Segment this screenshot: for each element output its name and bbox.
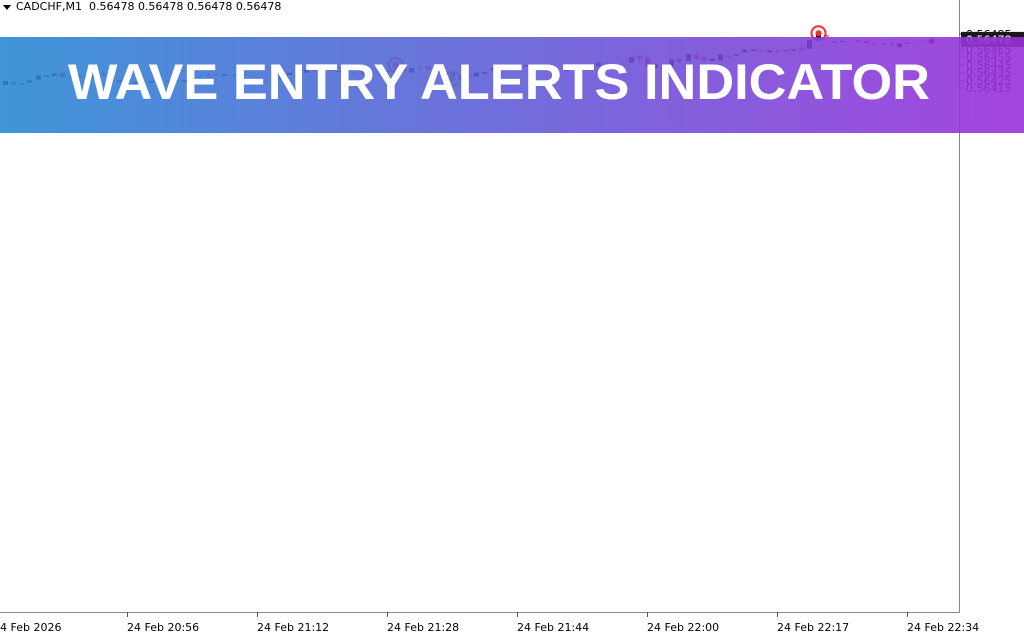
time-tick-label: 24 Feb 20:56 [127, 621, 199, 634]
time-tick-label: 24 Feb 21:28 [387, 621, 459, 634]
time-tick-label: 24 Feb 22:34 [907, 621, 979, 634]
candle [824, 34, 829, 37]
ohlc-readout: 0.56478 0.56478 0.56478 0.56478 [88, 0, 282, 13]
chart-header: CADCHF,M1 0.56478 0.56478 0.56478 0.5647… [3, 0, 281, 14]
signal-dot [815, 30, 822, 37]
banner-background [0, 37, 1024, 133]
promo-banner: WAVE ENTRY ALERTS INDICATOR [0, 37, 1024, 133]
triangle-down-icon[interactable] [3, 4, 11, 10]
candle-body [824, 35, 829, 37]
time-tick-label: 24 Feb 22:00 [647, 621, 719, 634]
time-tick-label: 24 Feb 21:44 [517, 621, 589, 634]
symbol-timeframe: CADCHF,M1 [16, 0, 82, 13]
time-tick-label: 24 Feb 21:12 [257, 621, 329, 634]
time-axis: 24 Feb 2026 24 Feb 20:56 24 Feb 21:12 24 Fe… [0, 612, 979, 634]
banner-title: WAVE ENTRY ALERTS INDICATOR [68, 54, 930, 110]
time-tick-label: 24 Feb 22:17 [777, 621, 849, 634]
time-tick-label: 24 Feb 2026 [0, 621, 61, 634]
